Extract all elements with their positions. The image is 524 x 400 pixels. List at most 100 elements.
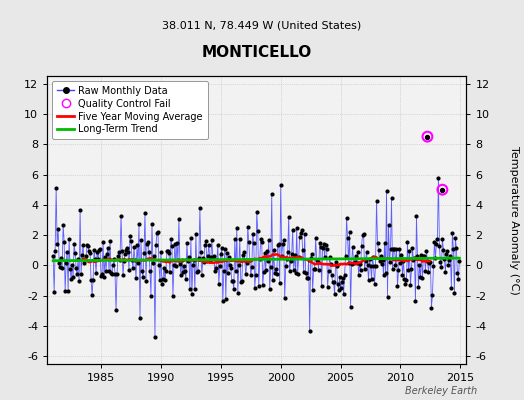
Point: [174, 257, 182, 264]
Point: [426, 258, 434, 265]
Point: [304, 256, 313, 263]
Point: [122, 246, 130, 253]
Point: [104, 244, 112, 251]
Point: [82, 253, 90, 259]
Point: [414, 284, 423, 290]
Point: [162, 268, 170, 274]
Point: [343, 235, 352, 242]
Text: Berkeley Earth: Berkeley Earth: [405, 386, 477, 396]
Point: [380, 240, 389, 246]
Point: [184, 258, 192, 264]
Point: [445, 256, 454, 263]
Point: [321, 242, 330, 248]
Point: [155, 262, 163, 268]
Point: [173, 240, 181, 246]
Point: [142, 278, 150, 284]
Point: [183, 240, 191, 246]
Point: [333, 280, 342, 287]
Point: [114, 253, 122, 259]
Point: [340, 291, 348, 298]
Point: [132, 275, 140, 282]
Point: [415, 262, 423, 269]
Point: [196, 249, 205, 255]
Point: [88, 292, 96, 298]
Point: [163, 248, 172, 254]
Point: [99, 239, 107, 246]
Point: [342, 252, 350, 259]
Point: [194, 267, 202, 274]
Point: [405, 248, 413, 254]
Point: [372, 262, 380, 269]
Point: [324, 268, 333, 274]
Point: [116, 256, 124, 263]
Point: [195, 255, 203, 261]
Point: [412, 213, 421, 219]
Point: [392, 246, 401, 252]
Point: [279, 241, 287, 248]
Point: [348, 244, 357, 250]
Point: [210, 253, 218, 259]
Point: [219, 298, 227, 304]
Point: [369, 263, 378, 269]
Point: [358, 232, 367, 238]
Point: [200, 259, 208, 266]
Point: [85, 248, 93, 255]
Point: [391, 262, 400, 268]
Point: [403, 239, 412, 245]
Point: [450, 290, 458, 296]
Point: [171, 241, 179, 247]
Point: [435, 243, 444, 249]
Point: [267, 263, 275, 270]
Point: [221, 246, 229, 253]
Point: [136, 314, 144, 321]
Point: [247, 264, 256, 270]
Point: [52, 185, 60, 191]
Point: [431, 255, 440, 261]
Point: [60, 238, 68, 245]
Point: [320, 241, 328, 248]
Point: [253, 209, 261, 215]
Point: [204, 253, 212, 259]
Point: [394, 283, 402, 290]
Point: [202, 238, 210, 244]
Point: [308, 251, 316, 258]
Point: [50, 289, 58, 295]
Point: [57, 255, 66, 262]
Point: [140, 250, 148, 256]
Point: [347, 260, 356, 267]
Point: [160, 265, 168, 272]
Point: [454, 275, 463, 282]
Point: [75, 278, 83, 284]
Point: [444, 262, 453, 268]
Point: [424, 268, 433, 275]
Point: [209, 255, 217, 262]
Point: [307, 254, 315, 261]
Point: [274, 242, 282, 248]
Point: [118, 248, 126, 254]
Point: [217, 245, 226, 252]
Point: [409, 257, 418, 264]
Point: [438, 186, 446, 193]
Point: [377, 261, 386, 267]
Point: [170, 262, 178, 268]
Point: [59, 222, 67, 228]
Point: [83, 242, 91, 248]
Point: [319, 245, 327, 252]
Point: [406, 282, 414, 288]
Point: [111, 271, 119, 277]
Point: [237, 279, 245, 286]
Point: [425, 259, 434, 266]
Point: [357, 243, 366, 249]
Point: [288, 251, 296, 258]
Point: [318, 282, 326, 289]
Point: [300, 268, 308, 275]
Point: [299, 247, 307, 254]
Point: [279, 237, 288, 243]
Point: [121, 251, 129, 258]
Point: [447, 285, 455, 291]
Point: [378, 257, 387, 263]
Point: [436, 259, 444, 265]
Point: [192, 231, 200, 237]
Point: [383, 188, 391, 194]
Point: [322, 246, 331, 252]
